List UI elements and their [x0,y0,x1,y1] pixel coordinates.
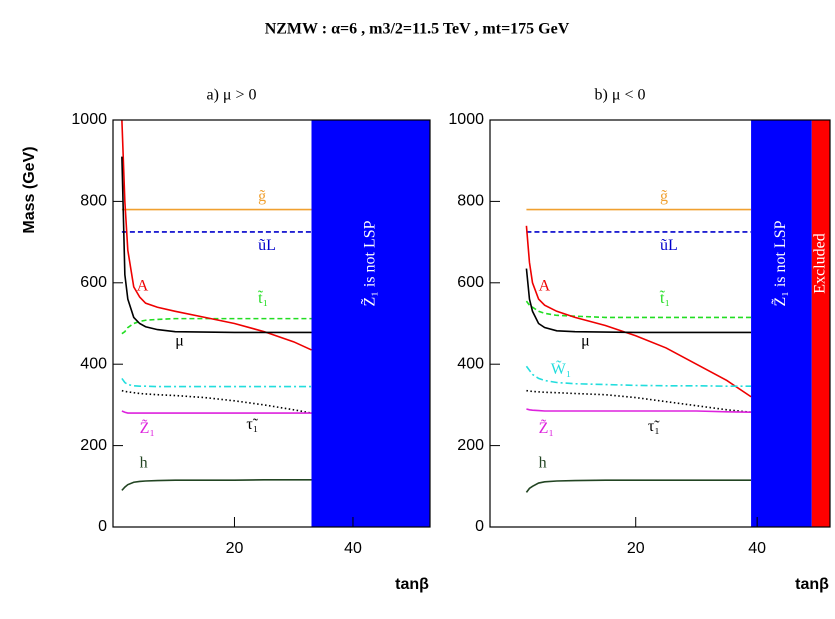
figure-title: NZMW : α=6 , m3/2=11.5 TeV , mt=175 GeV [265,21,570,38]
series-label: τ̃₁ [648,418,660,435]
region [811,120,830,527]
region-label: Excluded [812,233,829,293]
series-label: ũL [660,237,678,254]
series-label: h [140,455,148,472]
x-tick-label: 40 [748,540,766,557]
series-label: t̃₁ [258,290,268,307]
series-label: τ̃₁ [246,416,258,433]
series-line [525,300,752,319]
series-line [121,317,312,335]
region [751,120,812,527]
y-tick-label: 1000 [448,111,484,128]
x-tick-label: 40 [344,540,362,557]
region-label: Z̃₁ is not LSP [771,220,789,306]
region [311,120,430,527]
x-axis-label: tanβ [395,576,429,593]
plot-frame [489,119,831,528]
y-tick-label: 400 [80,355,107,372]
series-label: ũL [258,237,276,254]
y-tick-label: 0 [475,518,484,535]
y-tick-label: 600 [80,274,107,291]
y-tick-label: 400 [457,355,484,372]
y-tick-label: 800 [457,193,484,210]
series-label: Z̃₁ [539,419,554,437]
y-tick-label: 1000 [71,111,107,128]
series-label: A [137,278,149,295]
panel-title: b) μ < 0 [595,87,646,104]
y-axis-label: Mass (GeV) [21,146,38,233]
series-line [121,389,312,414]
series-label: h [539,455,547,472]
x-axis-label: tanβ [795,576,829,593]
plot-frame [112,119,431,528]
y-tick-label: 200 [457,437,484,454]
y-tick-label: 600 [457,274,484,291]
series-line [526,389,752,414]
series-line [525,365,752,387]
panel-title: a) μ > 0 [206,87,256,104]
series-line [526,408,752,414]
series-line [525,479,752,493]
series-line [121,377,312,388]
series-line [525,268,752,334]
series-label: g̃ [660,188,668,205]
series-label: μ [581,332,590,349]
y-tick-label: 800 [80,193,107,210]
series-label: Z̃₁ [140,419,155,437]
series-label: μ [175,332,184,349]
series-line [121,478,312,491]
x-tick-label: 20 [627,540,645,557]
series-line [121,156,312,334]
y-tick-label: 200 [80,437,107,454]
series-line [121,410,312,414]
y-tick-label: 0 [98,518,107,535]
series-label: A [539,278,551,295]
x-tick-label: 20 [226,540,244,557]
series-line [121,119,312,351]
series-label: g̃ [258,188,266,205]
series-label: t̃₁ [660,290,670,307]
series-line [525,225,752,398]
region-label: Z̃₁ is not LSP [360,220,378,306]
series-label: W̃₁ [551,360,572,378]
